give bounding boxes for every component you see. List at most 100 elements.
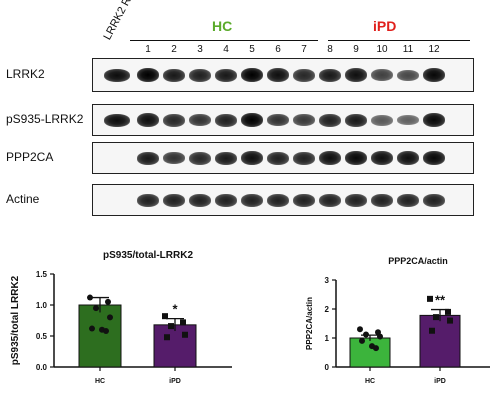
data-point: [357, 326, 363, 333]
row-label: PPP2CA: [6, 150, 54, 164]
chart-title: pS935/total-LRRK2: [103, 250, 193, 261]
blot-row-0: [92, 58, 474, 92]
data-point: [427, 295, 433, 302]
data-point: [107, 314, 113, 321]
blot-band: [293, 114, 315, 126]
blot-band: [371, 115, 393, 126]
blot-band: [267, 68, 289, 82]
row-label: pS935-LRRK2: [6, 112, 84, 126]
blot-band: [293, 194, 315, 207]
blot-band-rec: [104, 69, 130, 82]
blot-band: [215, 152, 237, 165]
blot-row-2: [92, 142, 474, 174]
lane-number: 6: [275, 44, 281, 55]
blot-band: [241, 113, 263, 127]
blot-band: [397, 70, 419, 81]
blot-band: [423, 194, 445, 207]
data-point: [377, 333, 383, 340]
blot-band: [267, 152, 289, 165]
data-point: [182, 331, 188, 338]
data-point: [433, 314, 439, 321]
lane-number: 2: [171, 44, 177, 55]
data-point: [180, 319, 186, 326]
blot-band: [241, 68, 263, 82]
blot-band: [241, 194, 263, 207]
y-tick-label: 1: [325, 334, 330, 343]
y-axis-label: PPP2CA/actin: [305, 297, 314, 350]
blot-band: [345, 194, 367, 207]
bar-hc: [78, 304, 122, 368]
blot-band: [163, 69, 185, 82]
group-label-hc: HC: [212, 18, 233, 34]
data-point: [168, 323, 174, 330]
blot-band: [319, 151, 341, 165]
x-tick-label: HC: [95, 378, 105, 385]
blot-band: [319, 69, 341, 82]
data-point: [87, 294, 93, 301]
data-point: [445, 308, 451, 315]
y-tick-label: 2: [325, 305, 330, 314]
blot-band: [267, 194, 289, 207]
y-tick-label: 0.5: [36, 332, 48, 341]
blot-band: [345, 68, 367, 82]
y-tick-label: 1.5: [36, 270, 48, 279]
blot-band: [397, 194, 419, 207]
y-tick-label: 0: [325, 363, 330, 372]
x-tick-label: iPD: [434, 378, 446, 385]
blot-band: [423, 113, 445, 127]
blot-band: [371, 69, 393, 81]
y-axis-label: pS935/total LRRK2: [10, 275, 21, 365]
data-point: [103, 328, 109, 335]
data-point: [93, 305, 99, 312]
lrrk2-rec-label: LRRK2 Rec: [101, 0, 140, 42]
blot-band: [189, 69, 211, 82]
blot-band: [241, 151, 263, 165]
blot-band: [345, 114, 367, 127]
data-point: [359, 337, 365, 344]
blot-row-1: [92, 104, 474, 136]
blot-band: [163, 114, 185, 127]
blot-band: [137, 113, 159, 127]
chart-ps935-total-lrrk2: pS935/total-LRRK2 pS935/total LRRK2 0.0 0.5…: [10, 250, 232, 385]
blot-band: [189, 114, 211, 126]
row-label: LRRK2: [6, 67, 45, 81]
data-point: [89, 325, 95, 332]
bar-ipd: [419, 314, 461, 368]
x-tick-label: iPD: [169, 378, 181, 385]
y-tick-label: 3: [325, 276, 330, 285]
y-tick-label: 1.0: [36, 301, 48, 310]
group-line-ipd: [328, 40, 470, 41]
blot-band: [215, 114, 237, 127]
blot-band: [293, 152, 315, 165]
blot-band: [423, 68, 445, 82]
group-line-hc: [130, 40, 318, 41]
data-point: [447, 317, 453, 324]
blot-band: [423, 151, 445, 165]
blot-band: [345, 151, 367, 165]
blot-band: [137, 194, 159, 207]
data-point: [164, 334, 170, 341]
lane-number: 1: [145, 44, 151, 55]
y-tick-label: 0.0: [36, 363, 48, 372]
blot-band: [267, 114, 289, 126]
data-point: [373, 345, 379, 352]
group-label-ipd: iPD: [373, 18, 397, 34]
blot-band: [319, 114, 341, 127]
blot-band: [371, 194, 393, 207]
blot-band: [189, 152, 211, 165]
data-point: [105, 298, 111, 305]
blot-band: [137, 68, 159, 82]
significance-marker: **: [435, 293, 446, 308]
x-tick-label: HC: [365, 378, 375, 385]
blot-band: [215, 69, 237, 82]
blot-band: [215, 194, 237, 207]
lane-number: 11: [402, 44, 414, 55]
blot-band: [163, 152, 185, 164]
blot-band: [319, 194, 341, 207]
blot-band: [137, 152, 159, 165]
bar-hc: [349, 337, 391, 368]
lane-number: 12: [428, 44, 440, 55]
blot-band: [371, 151, 393, 165]
blot-band-rec: [104, 114, 130, 127]
blot-band: [397, 115, 419, 125]
